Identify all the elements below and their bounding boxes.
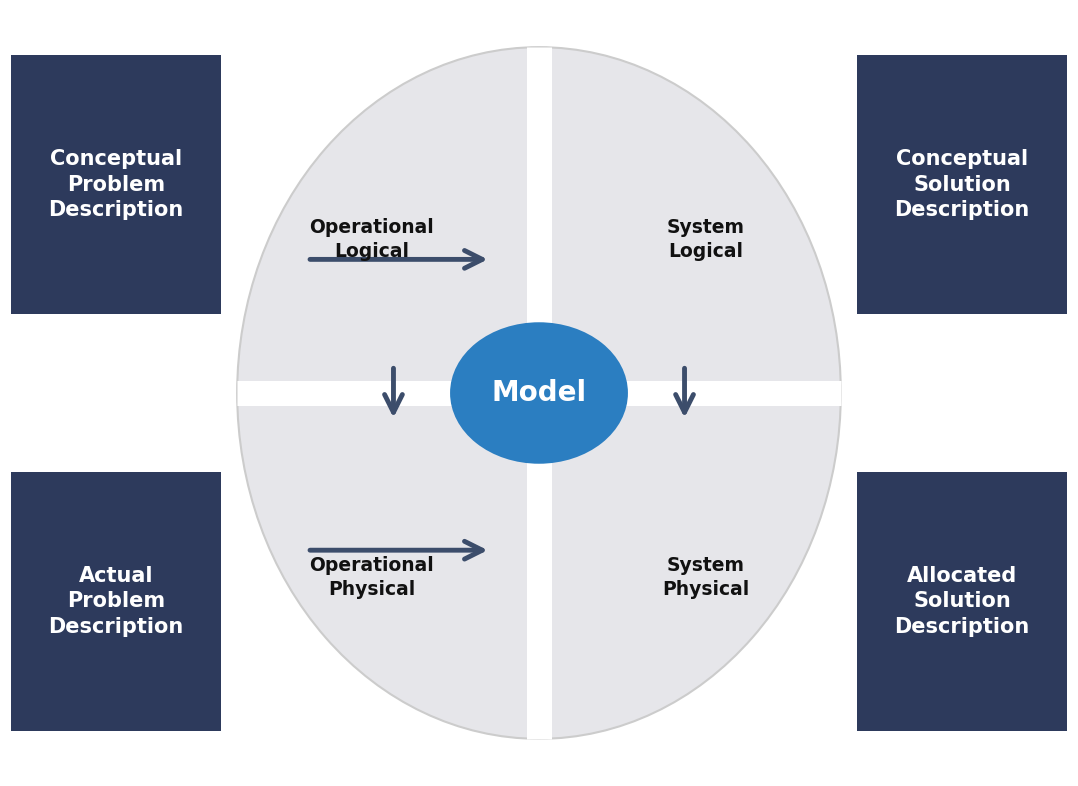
FancyBboxPatch shape [857,55,1067,314]
Text: System
Physical: System Physical [663,556,749,599]
FancyBboxPatch shape [11,472,221,731]
FancyBboxPatch shape [857,472,1067,731]
Text: Conceptual
Problem
Description: Conceptual Problem Description [49,149,183,220]
Text: Model: Model [492,379,586,407]
Text: System
Logical: System Logical [667,219,745,261]
Ellipse shape [451,322,627,464]
Text: Actual
Problem
Description: Actual Problem Description [49,566,183,637]
Text: Allocated
Solution
Description: Allocated Solution Description [895,566,1029,637]
FancyBboxPatch shape [11,55,221,314]
Text: Operational
Logical: Operational Logical [309,219,434,261]
Text: Operational
Physical: Operational Physical [309,556,434,599]
Ellipse shape [237,47,841,739]
Text: Conceptual
Solution
Description: Conceptual Solution Description [895,149,1029,220]
